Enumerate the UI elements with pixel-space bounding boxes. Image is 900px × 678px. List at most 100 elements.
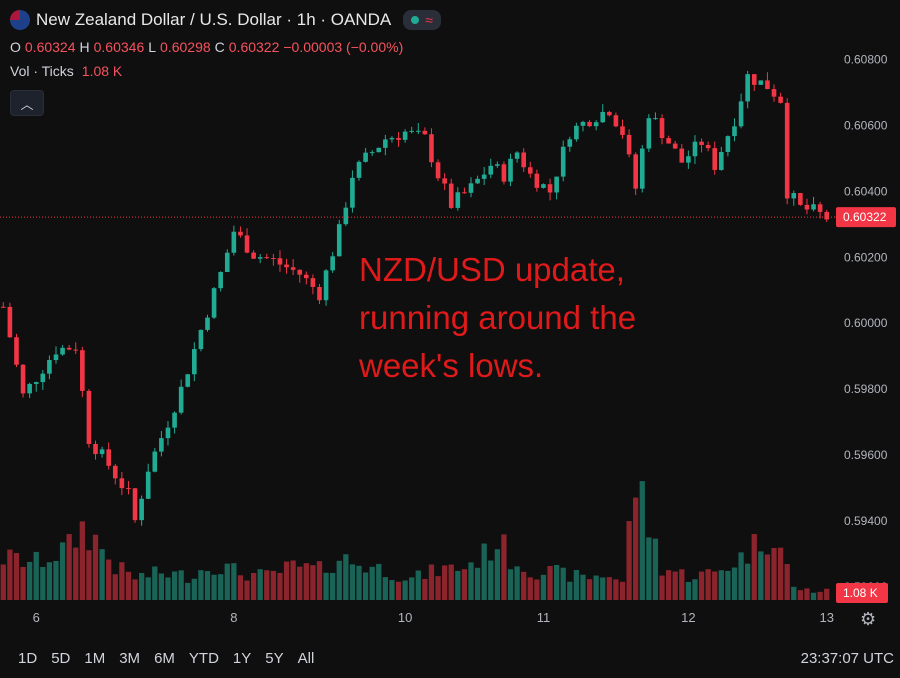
volume-bar <box>639 481 645 600</box>
volume-bar <box>797 590 803 600</box>
market-status-badge[interactable]: ≈ <box>403 10 441 30</box>
settings-gear-icon[interactable]: ⚙ <box>860 609 877 629</box>
timeframe-all[interactable]: All <box>297 650 315 667</box>
candle-body <box>692 141 698 157</box>
candle-body <box>7 306 13 338</box>
candle-body <box>758 80 764 85</box>
candle-body <box>244 235 250 253</box>
timeframe-5y[interactable]: 5Y <box>265 650 284 667</box>
volume-bar <box>745 563 751 600</box>
volume-bar <box>494 549 500 600</box>
volume-bar <box>751 534 757 600</box>
delay-icon: ≈ <box>425 12 433 28</box>
candle-body <box>791 193 797 199</box>
candle-body <box>132 488 138 521</box>
volume-bar <box>698 571 705 600</box>
candle-body <box>646 118 652 149</box>
volume-bar <box>158 573 165 600</box>
volume-bar <box>455 570 461 600</box>
volume-bar <box>626 521 632 600</box>
volume-bar <box>758 551 764 600</box>
volume-bar <box>428 564 435 600</box>
volume-bar <box>46 562 53 600</box>
volume-bar <box>593 575 599 600</box>
timeframe-ytd[interactable]: YTD <box>188 650 219 667</box>
volume-bar <box>362 572 369 600</box>
volume-legend[interactable]: Vol · Ticks 1.08 K <box>10 63 122 79</box>
candle-body <box>613 115 619 127</box>
candle-body <box>297 269 303 275</box>
candle-body <box>330 256 335 271</box>
volume-bar <box>409 577 415 600</box>
volume-bar <box>283 561 290 600</box>
volume-bar <box>435 576 441 600</box>
volume-bar <box>0 564 6 600</box>
volume-bar <box>204 571 211 600</box>
candle-body <box>363 152 368 162</box>
candle-body <box>66 347 72 350</box>
candle-body <box>264 257 270 259</box>
volume-bar <box>13 553 20 600</box>
candle-body <box>323 270 329 301</box>
candle-body <box>277 258 283 265</box>
volume-bar <box>791 586 797 600</box>
timeframe-3m[interactable]: 3M <box>119 650 141 667</box>
volume-bar <box>514 566 520 600</box>
timeframe-1y[interactable]: 1Y <box>232 650 252 667</box>
candle-body <box>626 134 632 155</box>
volume-bar <box>606 577 612 600</box>
candle-body <box>817 204 823 212</box>
candle-body <box>343 207 349 225</box>
volume-bar <box>106 559 112 600</box>
timeframe-1d[interactable]: 1D <box>18 650 38 667</box>
candle-body <box>527 167 533 174</box>
timeframe-1m[interactable]: 1M <box>84 650 106 667</box>
timeframe-6m[interactable]: 6M <box>154 650 175 667</box>
candle-body <box>574 125 579 140</box>
ohlc-legend: O 0.60324 H 0.60346 L 0.60298 C 0.60322 −0.0… <box>10 39 403 55</box>
volume-bar <box>507 569 514 600</box>
candle-body <box>639 148 645 189</box>
candle-body <box>679 148 685 163</box>
volume-bar <box>474 567 481 600</box>
volume-bar <box>20 566 26 600</box>
volume-bar <box>343 554 349 600</box>
clock: 23:37:07 UTC <box>800 650 894 667</box>
timeframe-5d[interactable]: 5D <box>51 650 71 667</box>
volume-bar <box>771 547 777 600</box>
candle-body <box>567 139 573 147</box>
candle-body <box>481 174 487 179</box>
candle-body <box>231 231 237 253</box>
candle-body <box>20 364 26 394</box>
symbol-header[interactable]: New Zealand Dollar / U.S. Dollar · 1h · … <box>10 10 441 30</box>
x-tick-label: 11 <box>537 610 551 625</box>
last-volume-badge <box>836 583 888 603</box>
volume-bar <box>171 571 178 600</box>
volume-bar <box>731 567 738 600</box>
collapse-legend-button[interactable]: ︿ <box>10 90 44 116</box>
volume-bar <box>369 566 375 600</box>
volume-bar <box>250 572 257 600</box>
volume-bar <box>270 570 277 600</box>
volume-bar <box>679 569 685 600</box>
x-tick-label: 12 <box>681 610 695 625</box>
candle-body <box>686 156 691 163</box>
volume-bar <box>777 547 784 600</box>
volume-bar <box>53 560 59 600</box>
candle-body <box>712 148 718 170</box>
candle-body <box>429 134 434 163</box>
volume-bar <box>79 521 85 600</box>
volume-bar <box>237 575 244 600</box>
candle-body <box>593 122 599 127</box>
symbol-title[interactable]: New Zealand Dollar / U.S. Dollar · 1h · … <box>36 10 392 29</box>
candle-body <box>633 154 638 189</box>
candle-body <box>257 257 263 259</box>
change-value: −0.00003 (−0.00%) <box>283 39 404 55</box>
candle-body <box>547 184 553 193</box>
candle-body <box>383 139 388 148</box>
volume-bar <box>580 574 586 600</box>
timeframe-bar: 1D 5D 1M 3M 6M YTD 1Y 5Y All <box>18 650 314 667</box>
candle-body <box>47 360 52 374</box>
volume-bar <box>395 581 402 600</box>
